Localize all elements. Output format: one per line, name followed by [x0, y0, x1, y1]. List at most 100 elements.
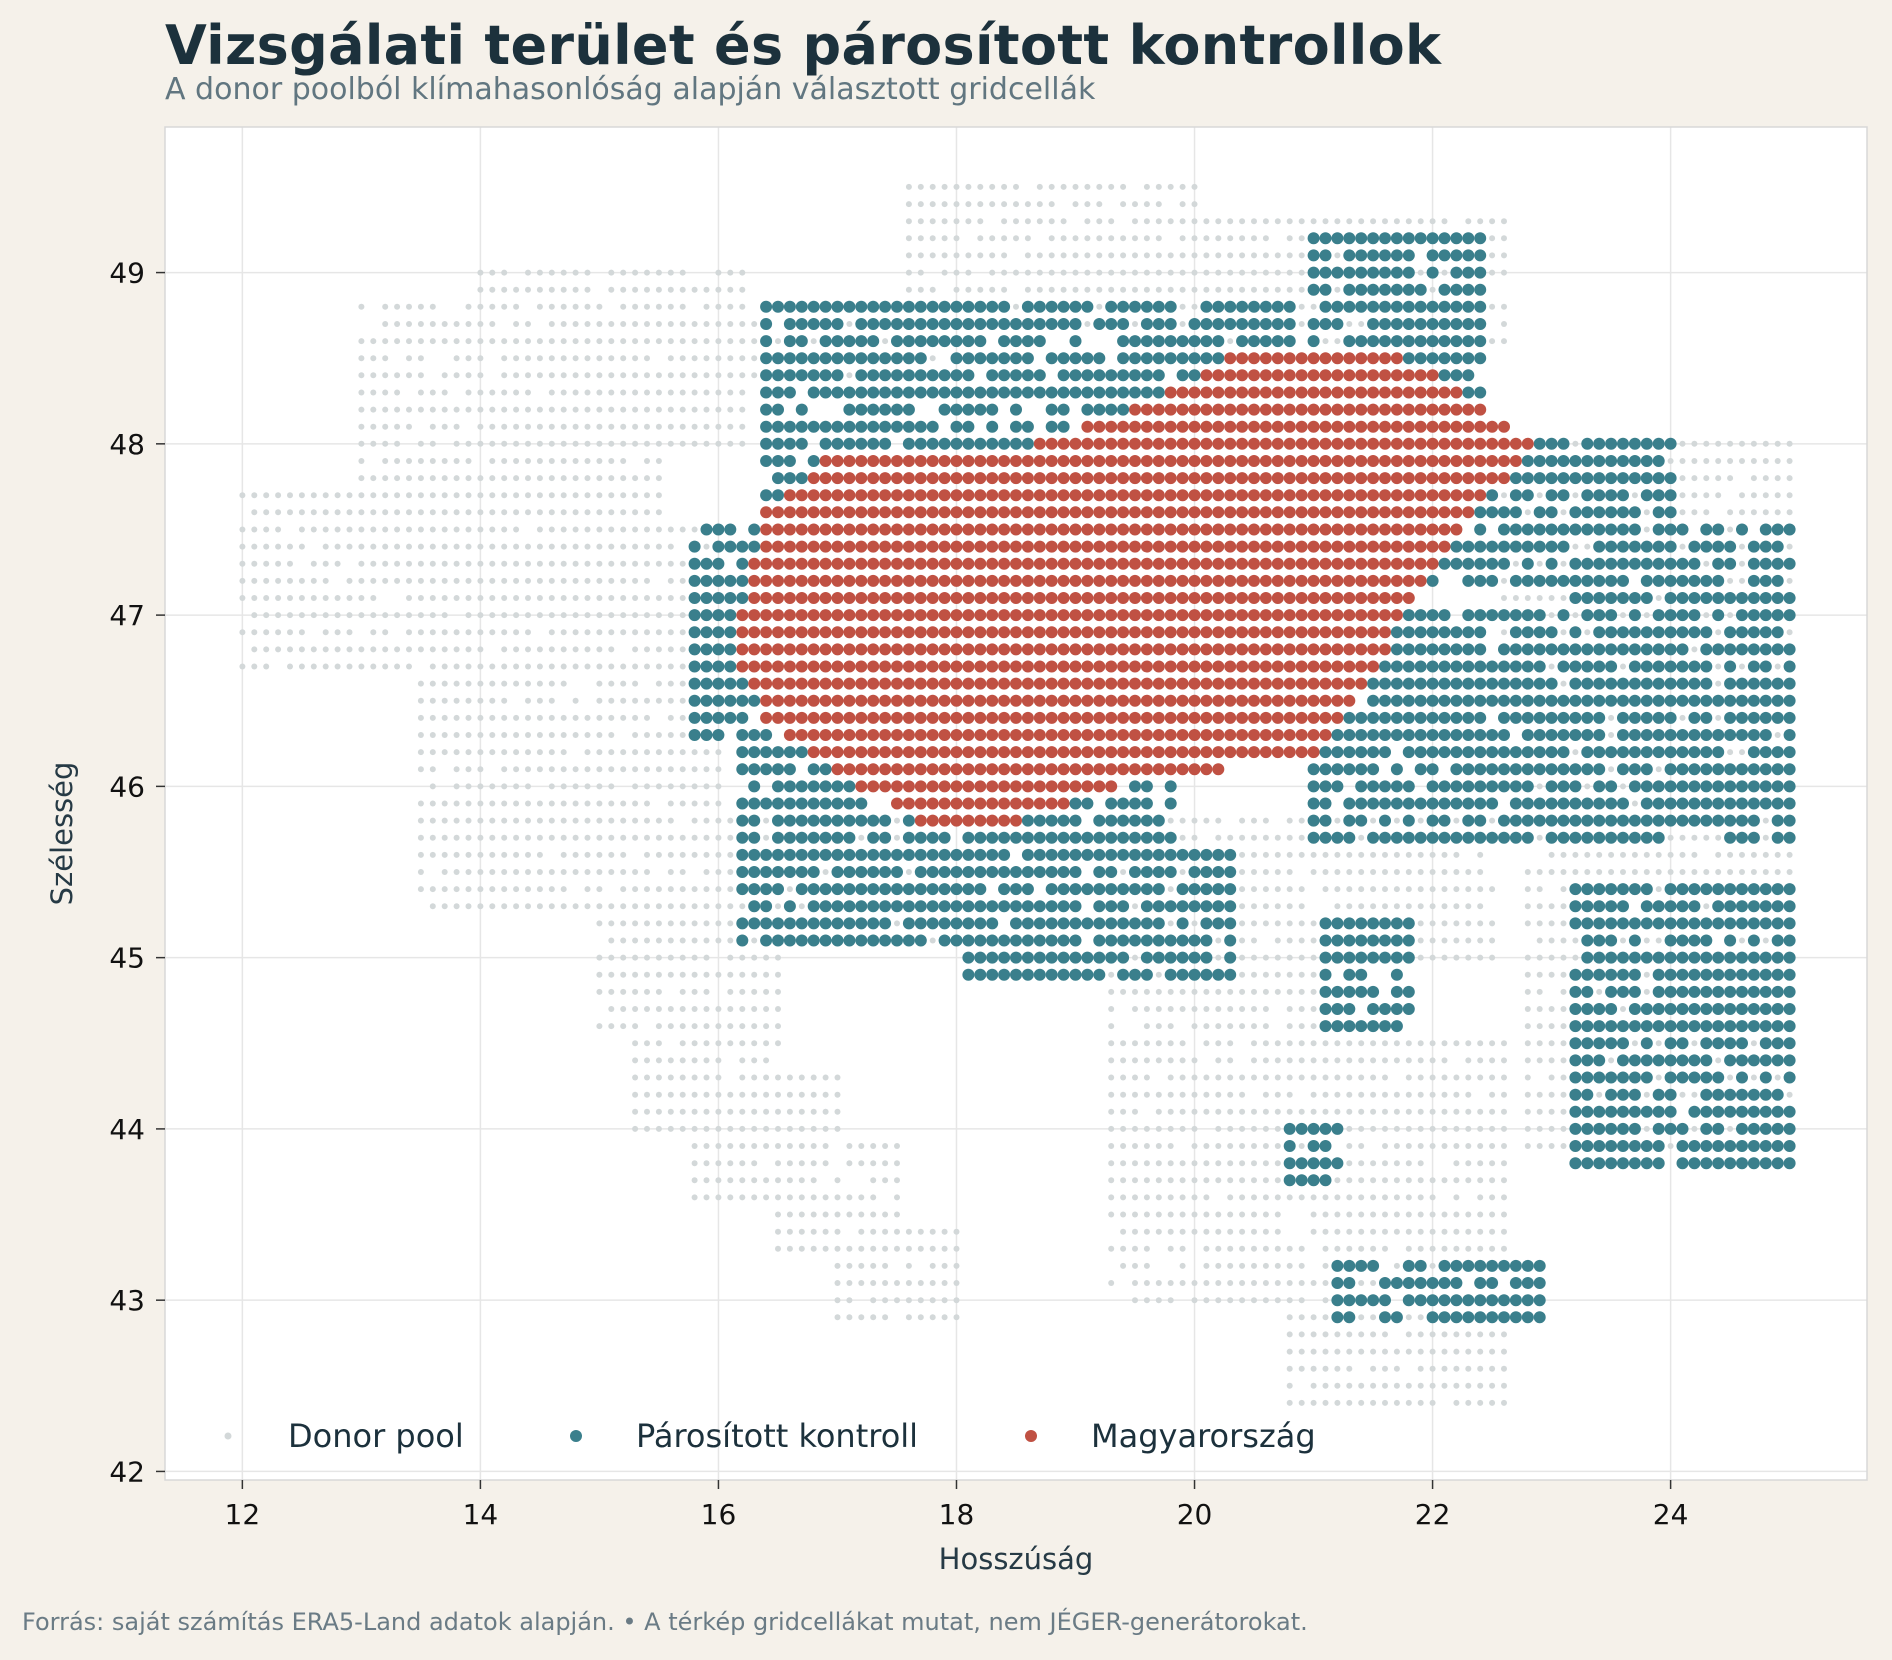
donor-pool-point: [453, 817, 460, 824]
control-point: [998, 968, 1011, 981]
control-point: [1545, 540, 1558, 553]
control-point: [783, 848, 796, 861]
control-point: [1593, 831, 1606, 844]
donor-pool-point: [1298, 1057, 1305, 1064]
donor-pool-point: [798, 1160, 805, 1167]
control-point: [1783, 985, 1796, 998]
donor-pool-point: [489, 423, 496, 430]
donor-pool-point: [394, 389, 401, 396]
donor-pool-point: [679, 269, 686, 276]
control-point: [831, 866, 844, 878]
control-point: [1533, 1294, 1546, 1307]
hungary-point: [974, 609, 987, 622]
hungary-point: [879, 489, 892, 502]
control-point: [1605, 917, 1618, 930]
control-point: [1640, 780, 1653, 793]
donor-pool-point: [1465, 1245, 1472, 1252]
donor-pool-point: [1393, 1228, 1400, 1235]
control-point: [819, 420, 832, 433]
donor-pool-point: [715, 749, 722, 756]
donor-pool-point: [608, 560, 615, 567]
control-point: [1212, 917, 1225, 930]
donor-pool-point: [453, 509, 460, 516]
control-point: [1593, 746, 1606, 759]
donor-pool-point: [513, 389, 520, 396]
control-point: [1379, 232, 1391, 245]
donor-pool-point: [1191, 183, 1198, 190]
donor-pool-point: [441, 680, 448, 687]
control-point: [1343, 1277, 1356, 1289]
donor-pool-point: [941, 252, 948, 259]
control-point: [736, 814, 749, 827]
hungary-point: [974, 814, 987, 827]
donor-pool-point: [1417, 1382, 1424, 1389]
donor-pool-point: [513, 543, 520, 550]
control-point: [1474, 386, 1487, 399]
control-point: [1045, 814, 1058, 827]
donor-pool-point: [417, 680, 424, 687]
donor-pool-point: [1262, 218, 1269, 225]
hungary-point: [867, 523, 880, 536]
donor-pool-point: [1405, 1160, 1412, 1167]
hungary-point: [855, 557, 868, 570]
control-point: [1200, 934, 1213, 947]
hungary-point: [843, 763, 856, 776]
donor-pool-point: [1750, 851, 1757, 858]
donor-pool-point: [870, 1297, 877, 1304]
donor-pool-point: [1227, 1074, 1234, 1081]
hungary-point: [783, 694, 796, 707]
control-point: [1486, 694, 1499, 707]
control-point: [1759, 1054, 1772, 1067]
control-point: [1129, 814, 1141, 827]
hungary-point: [962, 523, 975, 536]
control-point: [1724, 592, 1737, 604]
control-point: [1545, 643, 1558, 656]
donor-pool-point: [1441, 886, 1448, 893]
donor-pool-point: [703, 903, 710, 910]
donor-pool-point: [858, 1262, 865, 1269]
control-point: [1307, 335, 1320, 348]
donor-pool-point: [501, 851, 508, 858]
control-point: [1033, 968, 1046, 981]
control-point: [1664, 797, 1677, 810]
hungary-point: [974, 694, 987, 707]
control-point: [1533, 763, 1546, 776]
hungary-point: [807, 660, 820, 673]
donor-pool-point: [441, 646, 448, 653]
hungary-point: [902, 643, 915, 656]
donor-pool-point: [406, 475, 412, 482]
control-point: [783, 386, 796, 399]
donor-pool-point: [1441, 1211, 1448, 1218]
control-point: [1783, 609, 1796, 622]
donor-pool-point: [406, 303, 412, 310]
donor-pool-point: [1382, 903, 1388, 910]
control-point: [1379, 711, 1391, 724]
donor-pool-point: [667, 920, 674, 927]
donor-pool-point: [1227, 252, 1234, 259]
control-point: [1605, 1105, 1618, 1118]
control-point: [783, 420, 796, 433]
donor-pool-point: [1465, 1331, 1472, 1338]
donor-pool-point: [989, 201, 996, 208]
chart-title: Vizsgálati terület és párosított kontrol…: [165, 14, 1442, 77]
donor-pool-point: [453, 560, 460, 567]
control-point: [1438, 232, 1451, 245]
hungary-point: [831, 711, 844, 724]
donor-pool-point: [727, 851, 734, 858]
control-point: [1486, 1294, 1499, 1307]
control-point: [1367, 232, 1380, 245]
donor-pool-point: [477, 509, 484, 516]
donor-pool-point: [1251, 869, 1257, 875]
hungary-point: [891, 472, 903, 485]
control-point: [1367, 266, 1380, 279]
hungary-point: [879, 523, 892, 536]
donor-pool-point: [1429, 1143, 1436, 1149]
donor-pool-point: [727, 406, 734, 413]
donor-pool-point: [1477, 869, 1484, 875]
donor-pool-point: [1132, 1125, 1138, 1132]
donor-pool-point: [548, 492, 555, 499]
control-point: [938, 403, 951, 416]
donor-pool-point: [1465, 886, 1472, 893]
donor-pool-point: [953, 235, 960, 242]
control-point: [974, 300, 987, 313]
